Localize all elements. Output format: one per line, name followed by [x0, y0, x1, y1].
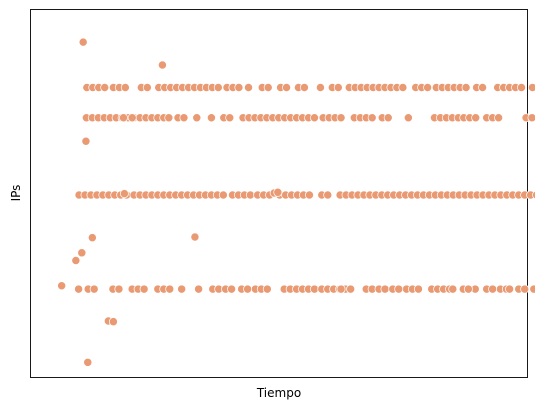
data-point	[463, 284, 473, 294]
data-point-outlier	[87, 233, 97, 243]
data-point	[213, 83, 223, 92]
data-point	[315, 83, 325, 92]
data-point	[194, 284, 204, 294]
data-point-outlier	[119, 189, 129, 199]
data-point	[177, 284, 187, 294]
data-point	[192, 113, 202, 123]
data-point-outlier	[108, 317, 118, 327]
data-point	[139, 284, 149, 294]
data-point	[245, 190, 255, 200]
data-point	[142, 83, 152, 92]
x-axis-label: Tiempo	[256, 386, 301, 400]
data-point	[383, 113, 393, 123]
data-point	[179, 113, 189, 123]
data-point-outlier	[81, 136, 91, 146]
data-point	[89, 284, 99, 294]
data-point	[336, 284, 346, 294]
data-point	[304, 190, 314, 200]
data-point	[164, 113, 174, 123]
data-point	[520, 284, 530, 294]
data-point	[529, 284, 535, 294]
data-point	[310, 284, 319, 294]
data-point	[165, 284, 175, 294]
data-point	[225, 113, 235, 123]
data-point-outlier	[71, 256, 81, 265]
data-point	[517, 83, 526, 92]
data-point	[244, 83, 253, 92]
data-point	[114, 284, 124, 294]
data-point-outlier	[157, 60, 167, 70]
data-point	[336, 113, 346, 123]
data-point	[310, 113, 319, 123]
data-point	[448, 284, 458, 294]
data-point	[488, 284, 498, 294]
data-point	[527, 113, 535, 123]
data-point	[227, 284, 237, 294]
data-point	[333, 83, 343, 92]
data-point	[127, 113, 137, 123]
data-point	[119, 113, 128, 123]
data-point	[83, 357, 93, 367]
data-point	[100, 83, 110, 92]
data-point	[120, 83, 130, 92]
data-point	[234, 83, 244, 92]
data-point	[243, 284, 253, 294]
data-point	[478, 83, 488, 92]
data-point	[528, 83, 535, 92]
data-point	[494, 113, 504, 123]
data-point	[74, 284, 84, 294]
data-point-outlier	[78, 37, 88, 47]
data-point	[299, 83, 309, 92]
data-point	[346, 284, 356, 294]
data-point	[413, 284, 423, 294]
data-point	[394, 284, 404, 294]
data-point	[423, 83, 433, 92]
data-point-outlier	[273, 187, 283, 197]
data-point	[471, 113, 481, 123]
data-point	[263, 83, 273, 92]
data-point	[218, 190, 228, 200]
data-point-outlier	[190, 232, 200, 242]
data-point	[206, 113, 216, 123]
data-point	[505, 284, 515, 294]
data-point-outlier	[77, 248, 87, 258]
data-point	[380, 284, 390, 294]
data-points	[57, 37, 535, 367]
y-axis-label: IPs	[9, 185, 23, 202]
data-point	[282, 83, 291, 92]
data-point	[461, 83, 471, 92]
data-point	[262, 284, 272, 294]
data-point	[398, 83, 408, 92]
data-point-outlier	[57, 281, 67, 291]
data-point	[403, 113, 413, 123]
data-point	[367, 113, 377, 123]
data-point	[323, 190, 333, 200]
data-point	[532, 190, 535, 200]
